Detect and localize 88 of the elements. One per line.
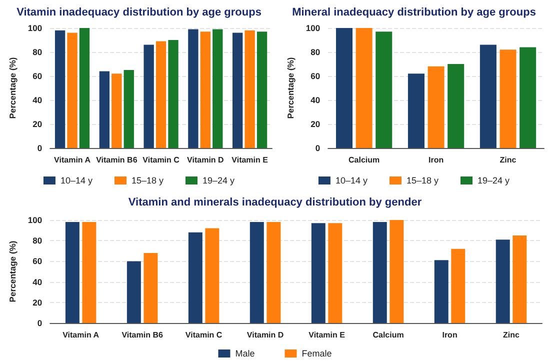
legend-label: 19–24 y <box>202 176 236 186</box>
y-tick-label: 40 <box>310 95 320 105</box>
bar <box>372 222 387 323</box>
bar <box>168 40 178 148</box>
y-tick-label: 100 <box>306 23 320 33</box>
bar <box>451 248 466 323</box>
y-tick-label: 20 <box>310 119 320 129</box>
bar <box>244 30 255 148</box>
bar <box>480 44 496 148</box>
bar <box>328 223 342 323</box>
bar <box>256 32 268 148</box>
x-tick-label: Vitamin B6 <box>122 330 164 340</box>
x-tick-label: Iron <box>442 330 458 340</box>
x-tick-label: Vitamin C <box>185 330 222 340</box>
bar <box>496 240 510 323</box>
bar <box>79 28 90 148</box>
y-tick-label: 40 <box>32 95 42 105</box>
y-tick-label: 60 <box>310 71 320 81</box>
y-axis-title: Percentage (%) <box>286 57 296 119</box>
bar <box>250 222 264 323</box>
bar <box>212 29 223 148</box>
y-tick-label: 40 <box>32 276 42 287</box>
y-tick-label: 20 <box>32 297 42 308</box>
bar <box>156 41 166 148</box>
legend-label: Male <box>235 348 255 358</box>
bar <box>144 44 154 148</box>
bar <box>67 32 78 148</box>
bar <box>266 222 281 323</box>
chart-title: Vitamin and minerals inadequacy distribution by gender <box>128 196 422 208</box>
x-tick-label: Calcium <box>348 156 380 164</box>
y-tick-label: 80 <box>32 236 42 246</box>
legend-label: 15–18 y <box>131 176 164 186</box>
y-axis-title: Percentage (%) <box>8 240 18 302</box>
y-tick-label: 0 <box>37 143 42 153</box>
bar <box>205 228 220 323</box>
bar <box>434 260 448 323</box>
x-tick-label: Vitamin D <box>246 330 284 340</box>
bar <box>512 235 527 323</box>
bar <box>54 30 66 148</box>
x-tick-label: Vitamin E <box>308 330 346 340</box>
legend-label: 19–24 y <box>478 176 510 186</box>
y-tick-label: 20 <box>32 119 42 129</box>
bar <box>99 71 110 148</box>
bar <box>428 66 444 148</box>
bar <box>408 74 424 148</box>
legend-label: 15–18 y <box>406 176 440 186</box>
bar <box>124 70 134 148</box>
bar <box>448 64 464 148</box>
x-tick-label: Zinc <box>503 330 520 340</box>
x-tick-label: Vitamin A <box>54 156 91 164</box>
x-tick-label: Vitamin A <box>62 330 100 340</box>
legend-label: Female <box>302 348 332 358</box>
x-tick-label: Vitamin D <box>187 156 224 164</box>
x-tick-label: Vitamin C <box>142 156 180 164</box>
bar <box>311 223 326 323</box>
y-axis-title: Percentage (%) <box>8 57 18 119</box>
bar <box>520 47 536 148</box>
bar <box>232 32 243 148</box>
y-tick-label: 0 <box>315 143 320 153</box>
bar <box>82 222 96 323</box>
x-tick-label: Zinc <box>500 156 517 164</box>
bar <box>200 32 211 148</box>
bar <box>65 222 80 323</box>
bar <box>336 28 353 148</box>
bar <box>188 232 202 323</box>
bar <box>356 28 372 148</box>
bar <box>144 252 158 323</box>
bar <box>500 50 516 148</box>
y-tick-label: 60 <box>32 71 42 81</box>
bar <box>112 74 122 148</box>
x-tick-label: Iron <box>428 156 444 164</box>
y-tick-label: 80 <box>310 47 320 57</box>
legend-label: 10–14 y <box>60 176 93 186</box>
legend-label: 10–14 y <box>335 176 368 186</box>
y-tick-label: 60 <box>32 256 42 266</box>
x-tick-label: Vitamin B6 <box>96 156 138 164</box>
y-tick-label: 80 <box>32 47 42 57</box>
x-tick-label: Vitamin E <box>232 156 269 164</box>
bar <box>390 220 404 323</box>
chart-title: Vitamin inadequacy distribution by age groups <box>16 6 262 18</box>
y-tick-label: 100 <box>28 215 42 225</box>
bar <box>376 32 392 148</box>
y-tick-label: 100 <box>28 23 42 33</box>
bar <box>126 261 141 323</box>
bar <box>188 29 198 148</box>
x-tick-label: Calcium <box>372 330 404 340</box>
chart-title: Mineral inadequacy distribution by age groups <box>292 6 536 18</box>
y-tick-label: 0 <box>37 318 42 328</box>
